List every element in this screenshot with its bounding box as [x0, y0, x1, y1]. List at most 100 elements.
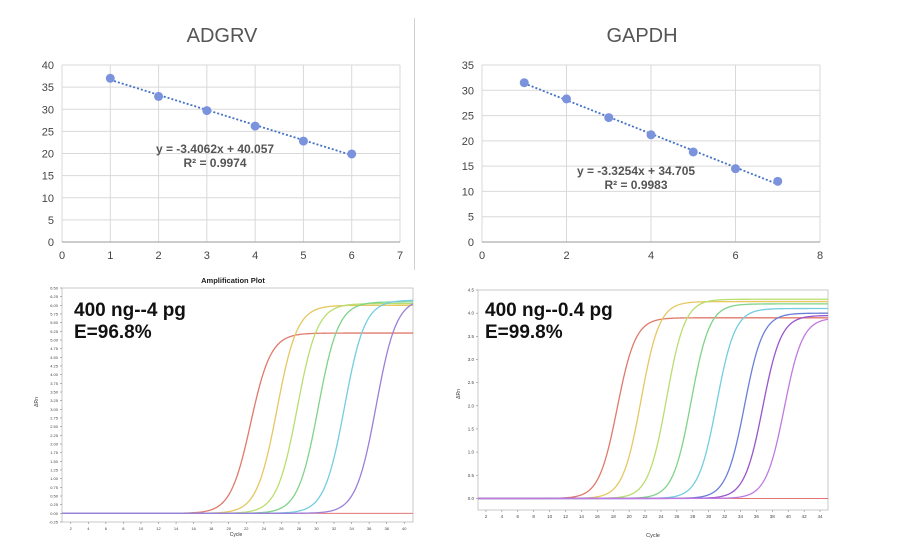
adgrv-amplification-plot: Amplification Plot -0.25 0.00 0.25 0.50 0.75… — [34, 276, 414, 538]
y-tick-label: 6.50 — [50, 286, 59, 291]
y-tick-label: 5.25 — [50, 329, 59, 334]
r-squared: R² = 0.9974 — [183, 156, 246, 170]
y-tick-label: 6.00 — [50, 303, 59, 308]
x-tick-label: 0 — [479, 250, 485, 262]
x-tick-label: 1 — [107, 250, 113, 262]
y-tick-label: 2.50 — [50, 424, 59, 429]
data-point — [298, 136, 308, 146]
x-tick-label: 24 — [658, 514, 664, 519]
y-tick-label: 25 — [462, 111, 474, 123]
y-tick-label: 1.0 — [468, 450, 475, 455]
x-tick-label: 24 — [262, 526, 267, 531]
x-tick-label: 30 — [314, 526, 319, 531]
overlay-line-2: E=99.8% — [485, 322, 563, 343]
y-tick-label: 0.50 — [50, 494, 59, 499]
x-tick-label: 2 — [485, 514, 488, 519]
y-tick-label: 2.25 — [50, 433, 59, 438]
data-point — [519, 78, 529, 88]
data-point — [347, 149, 357, 159]
y-tick-label: 4.5 — [468, 288, 475, 293]
x-tick-label: 44 — [818, 514, 824, 519]
y-tick-label: 15 — [42, 171, 54, 183]
x-tick-label: 42 — [802, 514, 808, 519]
y-tick-label: 30 — [462, 85, 474, 97]
data-point — [105, 73, 115, 83]
ylabel: ΔRn — [456, 389, 462, 399]
overlay-line-1: 400 ng--0.4 pg — [485, 300, 613, 321]
y-tick-label: -0.25 — [49, 520, 59, 525]
y-tick-label: 3.75 — [50, 381, 59, 386]
x-tick-label: 8 — [532, 514, 535, 519]
adgrv-standard-curve: ADGRV 0 5 10 15 20 25 30 35 40 0 1 2 3 4 5 6 7 y = -3.40… — [42, 25, 403, 262]
x-tick-label: 2 — [563, 250, 569, 262]
y-tick-label: 35 — [462, 60, 474, 72]
x-tick-label: 16 — [191, 526, 196, 531]
chart-title: ADGRV — [187, 25, 258, 47]
y-tick-label: 10 — [462, 186, 474, 198]
x-tick-label: 2 — [70, 526, 73, 531]
y-tick-label: 3.50 — [50, 390, 59, 395]
data-point — [562, 94, 571, 104]
x-tick-label: 26 — [674, 514, 680, 519]
x-tick-label: 2 — [156, 250, 162, 262]
xlabel: Cycle — [646, 533, 660, 539]
x-tick-label: 6 — [732, 250, 738, 262]
x-tick-label: 18 — [209, 526, 214, 531]
x-tick-label: 0 — [59, 250, 65, 262]
y-tick-label: 4.0 — [468, 311, 475, 316]
x-tick-label: 40 — [402, 526, 407, 531]
y-tick-label: 2.75 — [50, 416, 59, 421]
data-point — [646, 130, 656, 140]
y-tick-label: 4.50 — [50, 355, 59, 360]
x-tick-label: 12 — [563, 514, 569, 519]
data-point — [202, 106, 212, 116]
data-point — [604, 113, 614, 123]
y-tick-label: 0 — [48, 237, 54, 249]
data-point — [250, 121, 260, 131]
gapdh-amplification-plot: 0.00.51.01.52.02.53.03.54.04.52 4 6 8 10 12 14… — [456, 288, 829, 539]
x-tick-label: 8 — [122, 526, 125, 531]
trendline-equation: y = -3.3254x + 34.705 — [577, 164, 695, 178]
x-tick-label: 6 — [105, 526, 108, 531]
x-tick-label: 16 — [595, 514, 601, 519]
x-tick-label: 38 — [770, 514, 776, 519]
x-tick-label: 38 — [384, 526, 389, 531]
y-tick-label: 1.50 — [50, 459, 59, 464]
y-tick-label: 2.5 — [468, 380, 475, 385]
data-point — [688, 147, 698, 157]
y-tick-label: 0 — [468, 237, 474, 249]
y-tick-label: 0.25 — [50, 502, 59, 507]
y-tick-label: 2.00 — [50, 442, 59, 447]
x-tick-label: 40 — [786, 514, 792, 519]
y-tick-label: 35 — [42, 82, 54, 94]
x-tick-label: 14 — [174, 526, 179, 531]
y-tick-label: 15 — [462, 161, 474, 173]
x-tick-label: 36 — [754, 514, 760, 519]
xlabel: Cycle — [230, 532, 243, 538]
x-tick-label: 4 — [252, 250, 258, 262]
plot-frame — [477, 289, 829, 511]
x-tick-label: 3 — [204, 250, 210, 262]
data-point — [154, 91, 164, 101]
y-tick-label: 5.75 — [50, 312, 59, 317]
y-tick-label: 2.0 — [468, 403, 475, 408]
x-tick-label: 12 — [156, 526, 161, 531]
y-tick-label: 1.75 — [50, 450, 59, 455]
x-tick-label: 34 — [349, 526, 354, 531]
plot-frame — [61, 287, 414, 523]
x-tick-label: 32 — [722, 514, 728, 519]
amplification-curve — [478, 318, 829, 500]
y-tick-label: 5.00 — [50, 338, 59, 343]
y-tick-label: 3.0 — [468, 357, 475, 362]
x-tick-label: 7 — [397, 250, 403, 262]
x-tick-label: 26 — [279, 526, 284, 531]
trendline-equation: y = -3.4062x + 40.057 — [156, 142, 274, 156]
y-tick-label: 0.0 — [468, 496, 475, 501]
panel-divider — [414, 18, 415, 270]
x-tick-label: 32 — [332, 526, 337, 531]
y-tick-label: 1.00 — [50, 476, 59, 481]
x-tick-label: 4 — [648, 250, 654, 262]
y-tick-label: 25 — [42, 126, 54, 138]
x-tick-label: 5 — [300, 250, 306, 262]
y-tick-label: 6.25 — [50, 294, 59, 299]
